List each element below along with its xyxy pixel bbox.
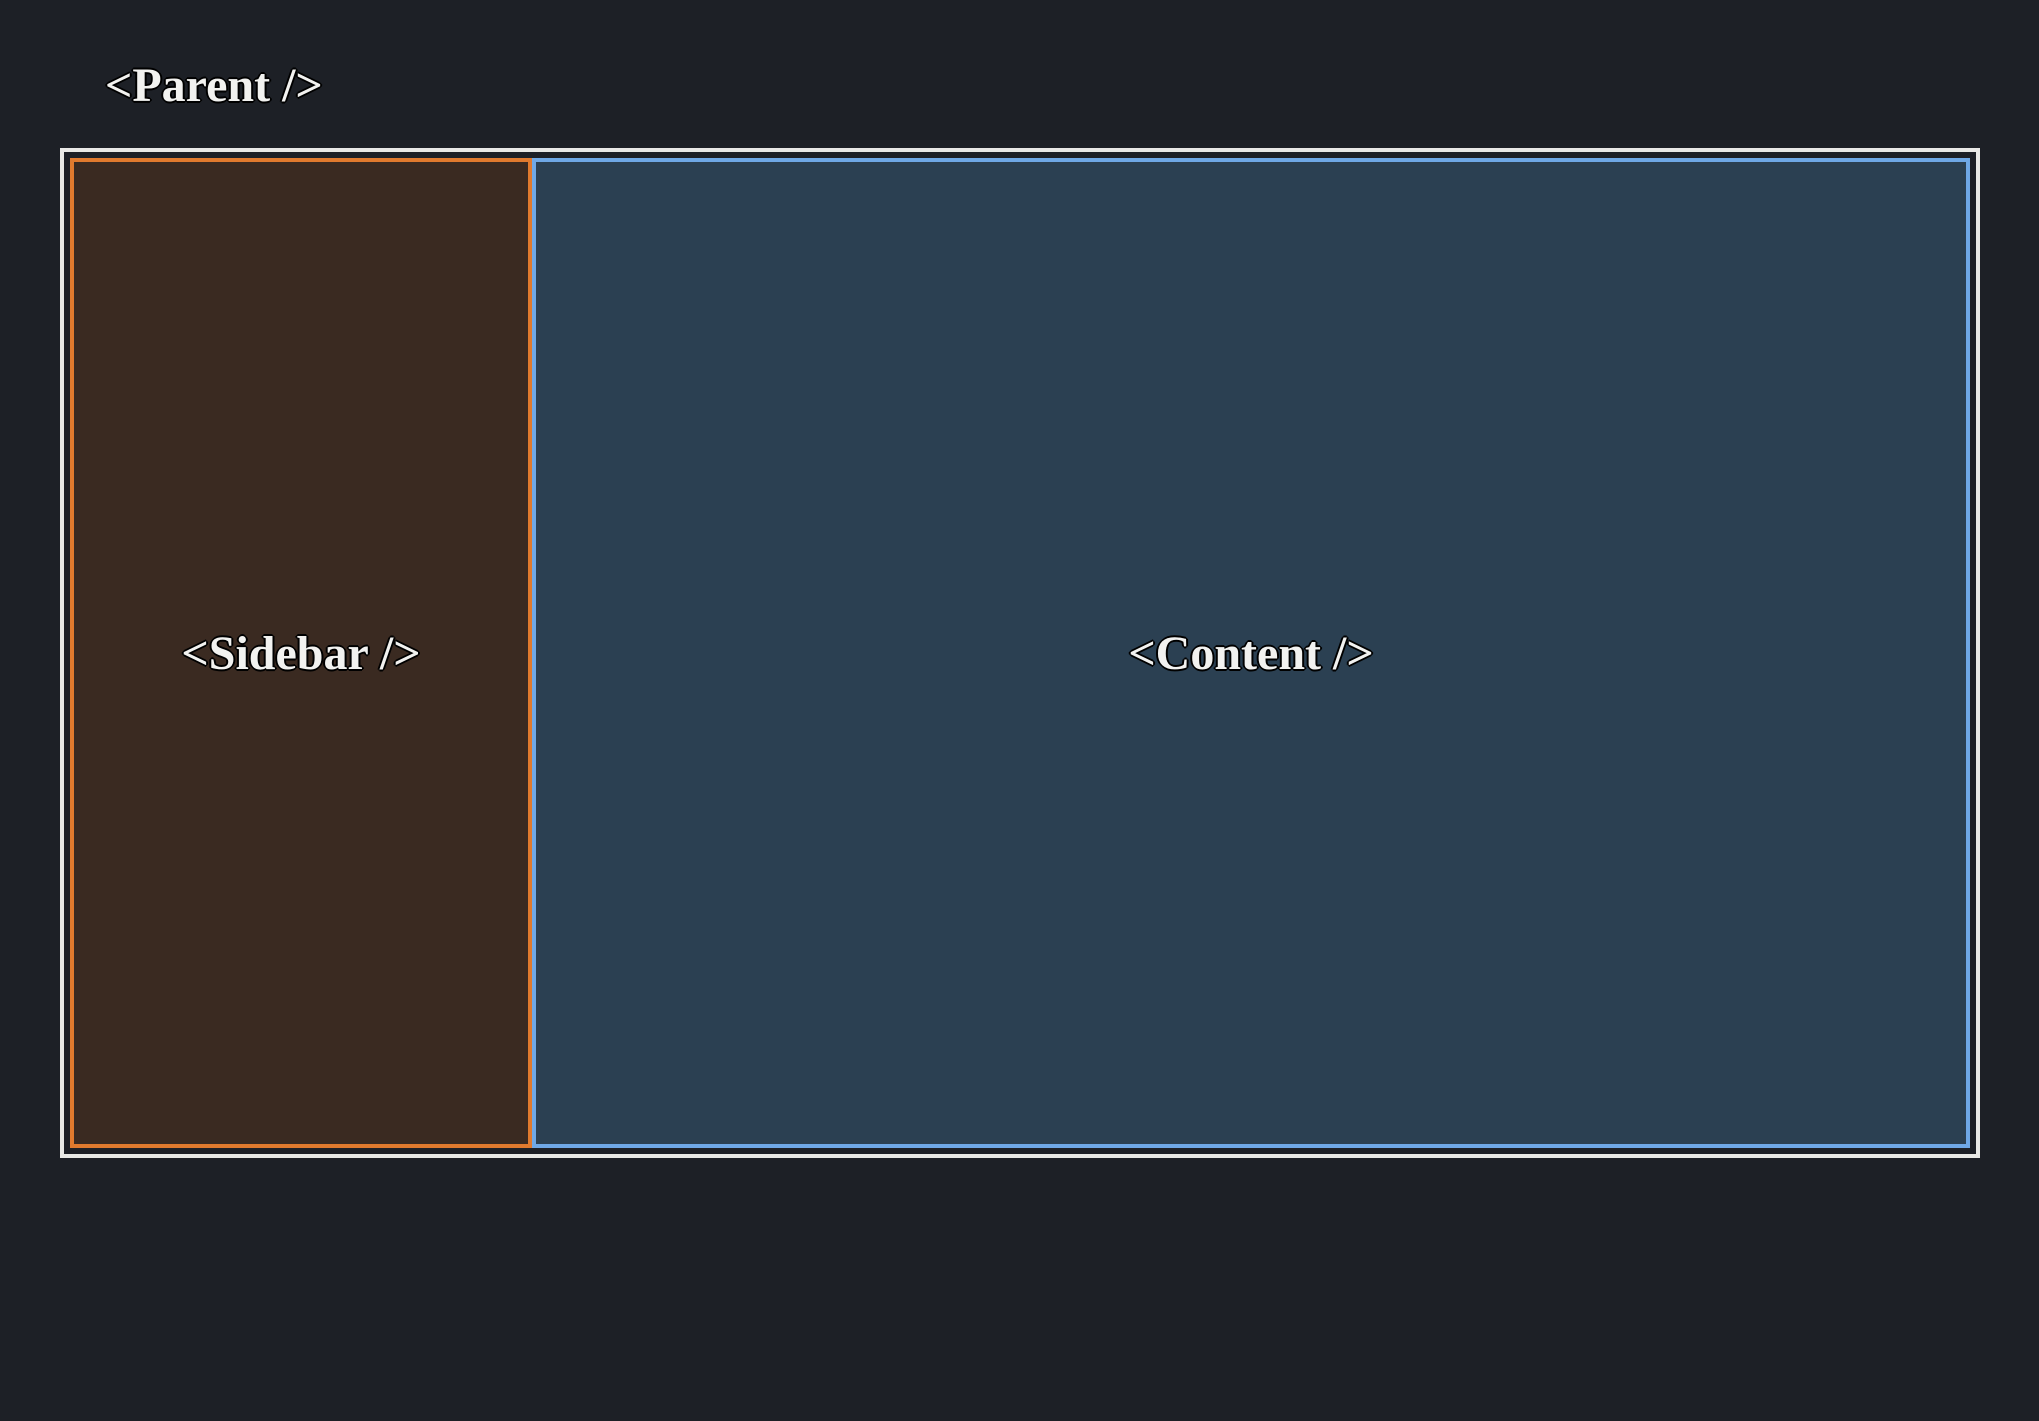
parent-label: <Parent /> [105,58,323,113]
content-label: <Content /> [1128,626,1373,681]
parent-box: <Sidebar /> <Content /> [60,148,1980,1158]
content-panel: <Content /> [532,158,1970,1148]
diagram-canvas: <Parent /> <Sidebar /> <Content /> [0,0,2039,1421]
sidebar-label: <Sidebar /> [181,626,420,681]
sidebar-panel: <Sidebar /> [70,158,532,1148]
